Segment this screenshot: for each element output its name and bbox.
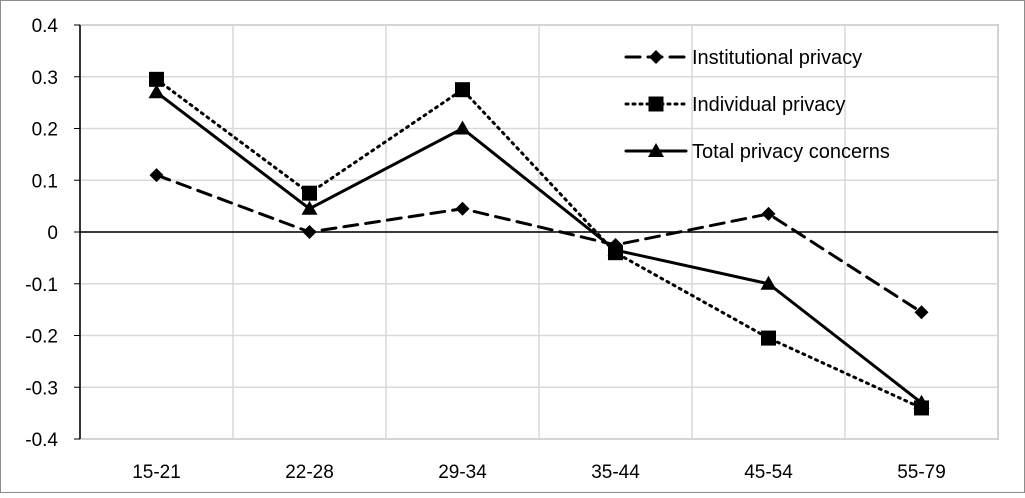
legend-marker-square xyxy=(648,96,664,112)
legend-label: Total privacy concerns xyxy=(692,141,890,163)
data-point-diamond xyxy=(149,168,164,183)
data-point-square xyxy=(455,82,470,98)
y-tick-label: -0.1 xyxy=(25,275,58,296)
y-tick-label: 0 xyxy=(47,223,58,244)
data-point-square xyxy=(149,71,164,87)
y-tick-label: 0.4 xyxy=(32,16,59,37)
data-point-square xyxy=(761,330,776,346)
legend: Institutional privacy Individual privacy T… xyxy=(624,47,890,163)
series-line xyxy=(155,173,923,314)
legend-item: Institutional privacy xyxy=(624,47,862,69)
y-tick-label: -0.3 xyxy=(25,378,58,399)
series-triangle xyxy=(148,84,930,409)
axis-layer: 0.4 0.3 0.2 0.1 0 -0.1 -0.2 -0.3 -0.4 15-21 22-28 2… xyxy=(25,16,998,483)
x-tick-label: 22-28 xyxy=(285,462,334,483)
x-tick-label: 55-79 xyxy=(897,462,946,483)
data-point-square xyxy=(302,185,317,201)
data-point-diamond xyxy=(455,201,470,216)
data-point-triangle xyxy=(301,200,318,215)
data-point-diamond xyxy=(761,206,776,221)
y-tick-label: -0.4 xyxy=(25,430,58,451)
series-diamond xyxy=(149,168,929,320)
legend-label: Institutional privacy xyxy=(692,47,862,69)
legend-marker-diamond xyxy=(649,50,663,64)
data-point-triangle xyxy=(454,120,471,135)
series-line xyxy=(155,90,923,405)
data-point-triangle xyxy=(913,394,930,409)
y-tick-label: 0.3 xyxy=(32,68,58,89)
legend-item: Total privacy concerns xyxy=(624,141,890,163)
data-point-triangle xyxy=(760,275,777,290)
data-point-triangle xyxy=(148,84,165,99)
x-tick-label: 45-54 xyxy=(744,462,793,483)
y-tick-label: -0.2 xyxy=(25,327,58,348)
x-tick-label: 29-34 xyxy=(438,462,487,483)
x-tick-label: 15-21 xyxy=(132,462,181,483)
data-point-diamond xyxy=(302,225,317,239)
y-tick-label: 0.1 xyxy=(32,171,58,192)
legend-item: Individual privacy xyxy=(624,94,845,116)
data-point-diamond xyxy=(914,305,929,320)
series-layer xyxy=(148,71,930,416)
x-tick-label: 35-44 xyxy=(591,462,640,483)
legend-marker-triangle xyxy=(648,143,664,157)
y-tick-label: 0.2 xyxy=(32,120,58,141)
data-point-triangle xyxy=(607,242,624,257)
legend-label: Individual privacy xyxy=(692,94,845,116)
